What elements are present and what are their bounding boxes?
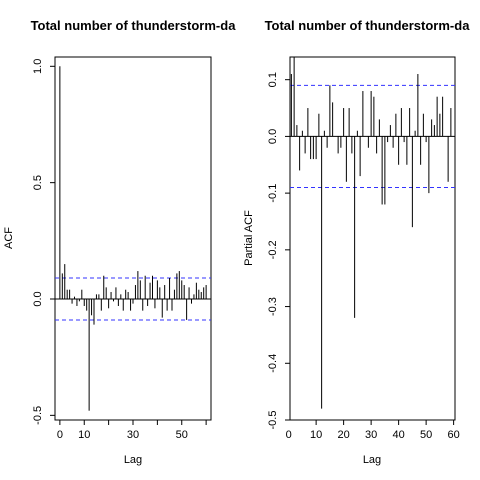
pacf-y-tick-label: 0.0 — [267, 129, 279, 144]
acf-x-tick-label: 10 — [78, 429, 90, 441]
pacf-y-tick-label: -0.4 — [267, 354, 279, 373]
pacf-panel: Total number of thunderstorm-da Lag Part… — [243, 18, 470, 466]
acf-x-tick-label: 30 — [127, 429, 139, 441]
acf-x-axis-label: Lag — [124, 454, 142, 466]
pacf-x-tick-label: 20 — [338, 429, 350, 441]
acf-title: Total number of thunderstorm-da — [31, 18, 237, 33]
acf-y-tick-label: 0.0 — [32, 291, 44, 306]
pacf-x-tick-label: 40 — [393, 429, 405, 441]
pacf-title: Total number of thunderstorm-da — [265, 18, 471, 33]
acf-x-tick-label: 50 — [176, 429, 188, 441]
pacf-x-tick-label: 0 — [286, 429, 292, 441]
acf-y-tick-label: 0.5 — [32, 175, 44, 190]
pacf-x-tick-label: 10 — [310, 429, 322, 441]
pacf-y-tick-label: -0.1 — [267, 184, 279, 203]
pacf-y-tick-label: -0.5 — [267, 411, 279, 430]
pacf-y-tick-label: -0.3 — [267, 297, 279, 316]
acf-y-tick-label: -0.5 — [32, 406, 44, 425]
pacf-x-tick-label: 30 — [365, 429, 377, 441]
pacf-y-tick-label: 0.1 — [267, 72, 279, 87]
acf-x-tick-label: 0 — [57, 429, 63, 441]
acf-panel: Total number of thunderstorm-da Lag ACF … — [3, 18, 236, 466]
pacf-x-tick-label: 60 — [448, 429, 460, 441]
acf-y-axis-label: ACF — [3, 227, 15, 249]
pacf-plot-frame — [289, 56, 456, 421]
pacf-y-tick-label: -0.2 — [267, 240, 279, 259]
pacf-x-axis-label: Lag — [363, 454, 381, 466]
acf-y-tick-label: 1.0 — [32, 59, 44, 74]
pacf-x-tick-label: 50 — [420, 429, 432, 441]
pacf-y-axis-label: Partial ACF — [243, 210, 255, 266]
